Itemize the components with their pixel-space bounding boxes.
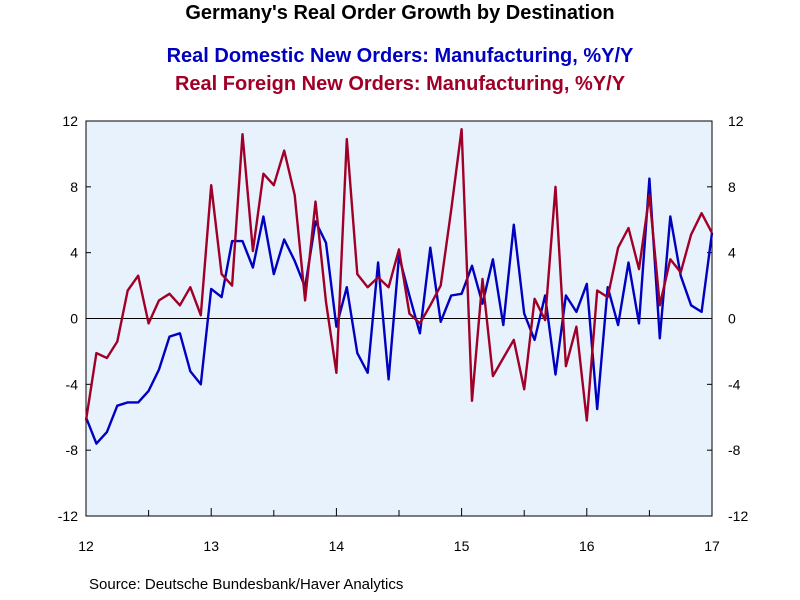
y-tick-label-right: -4 xyxy=(728,376,741,392)
chart-title: Germany's Real Order Growth by Destinati… xyxy=(185,2,614,24)
y-tick-label-left: 12 xyxy=(62,113,78,129)
x-tick-label: 16 xyxy=(579,538,595,554)
y-tick-label-right: -12 xyxy=(728,508,748,524)
y-tick-label-left: -12 xyxy=(58,508,78,524)
foreign-orders-line xyxy=(84,127,714,422)
y-tick-label-right: 8 xyxy=(728,179,736,195)
series-layer xyxy=(84,127,714,445)
y-tick-label-right: 4 xyxy=(728,245,736,261)
series-label-domestic: Real Domestic New Orders: Manufacturing,… xyxy=(167,45,634,67)
y-tick-label-left: 4 xyxy=(70,245,78,261)
x-tick-label: 17 xyxy=(704,538,720,554)
y-tick-label-left: -8 xyxy=(66,442,79,458)
y-tick-label-right: 0 xyxy=(728,311,736,327)
x-tick-label: 14 xyxy=(329,538,345,554)
y-tick-label-left: 8 xyxy=(70,179,78,195)
x-tick-label: 13 xyxy=(203,538,219,554)
source-note: Source: Deutsche Bundesbank/Haver Analyt… xyxy=(89,576,403,593)
x-tick-label: 12 xyxy=(78,538,94,554)
y-tick-label-left: -4 xyxy=(66,376,79,392)
series-label-foreign: Real Foreign New Orders: Manufacturing, … xyxy=(175,73,626,95)
axis-ticks xyxy=(85,120,713,517)
y-tick-label-right: 12 xyxy=(728,113,744,129)
y-tick-label-left: 0 xyxy=(70,311,78,327)
y-tick-label-right: -8 xyxy=(728,442,741,458)
x-tick-label: 15 xyxy=(454,538,470,554)
